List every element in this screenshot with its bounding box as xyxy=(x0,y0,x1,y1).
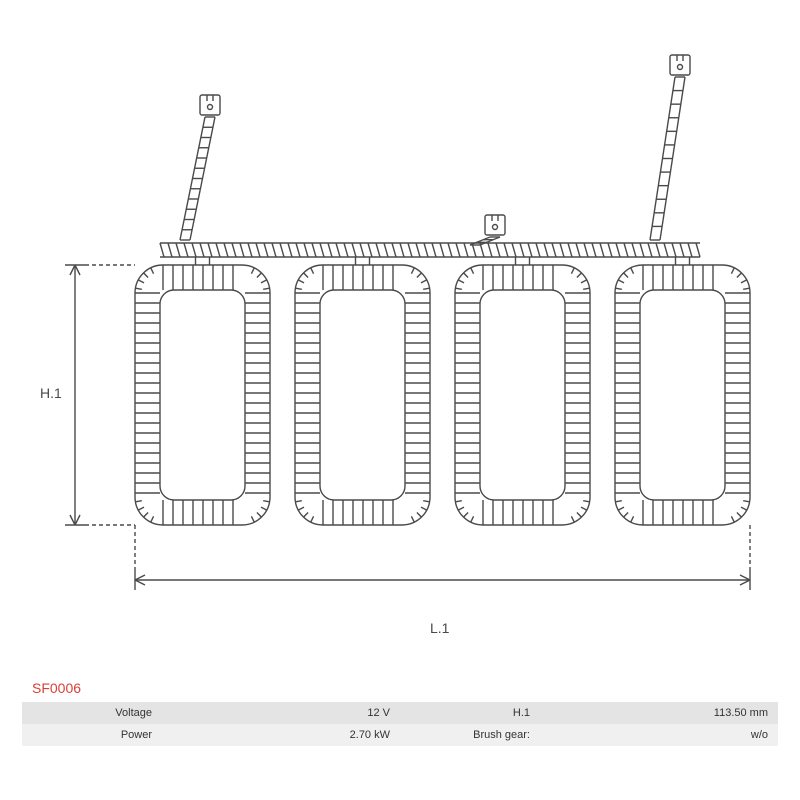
spec-table: Voltage 12 V H.1 113.50 mm Power 2.70 kW… xyxy=(22,702,778,746)
height-dimension-label: H.1 xyxy=(40,385,62,401)
h1-value: 113.50 mm xyxy=(540,702,778,724)
voltage-value: 12 V xyxy=(162,702,400,724)
table-row: Power 2.70 kW Brush gear: w/o xyxy=(22,724,778,746)
h1-label: H.1 xyxy=(400,702,540,724)
technical-diagram: H.1 L.1 xyxy=(0,0,800,680)
table-row: Voltage 12 V H.1 113.50 mm xyxy=(22,702,778,724)
power-label: Power xyxy=(22,724,162,746)
voltage-label: Voltage xyxy=(22,702,162,724)
part-number: SF0006 xyxy=(32,680,81,696)
diagram-svg xyxy=(0,0,800,680)
brush-value: w/o xyxy=(540,724,778,746)
brush-label: Brush gear: xyxy=(400,724,540,746)
power-value: 2.70 kW xyxy=(162,724,400,746)
length-dimension-label: L.1 xyxy=(430,620,449,636)
